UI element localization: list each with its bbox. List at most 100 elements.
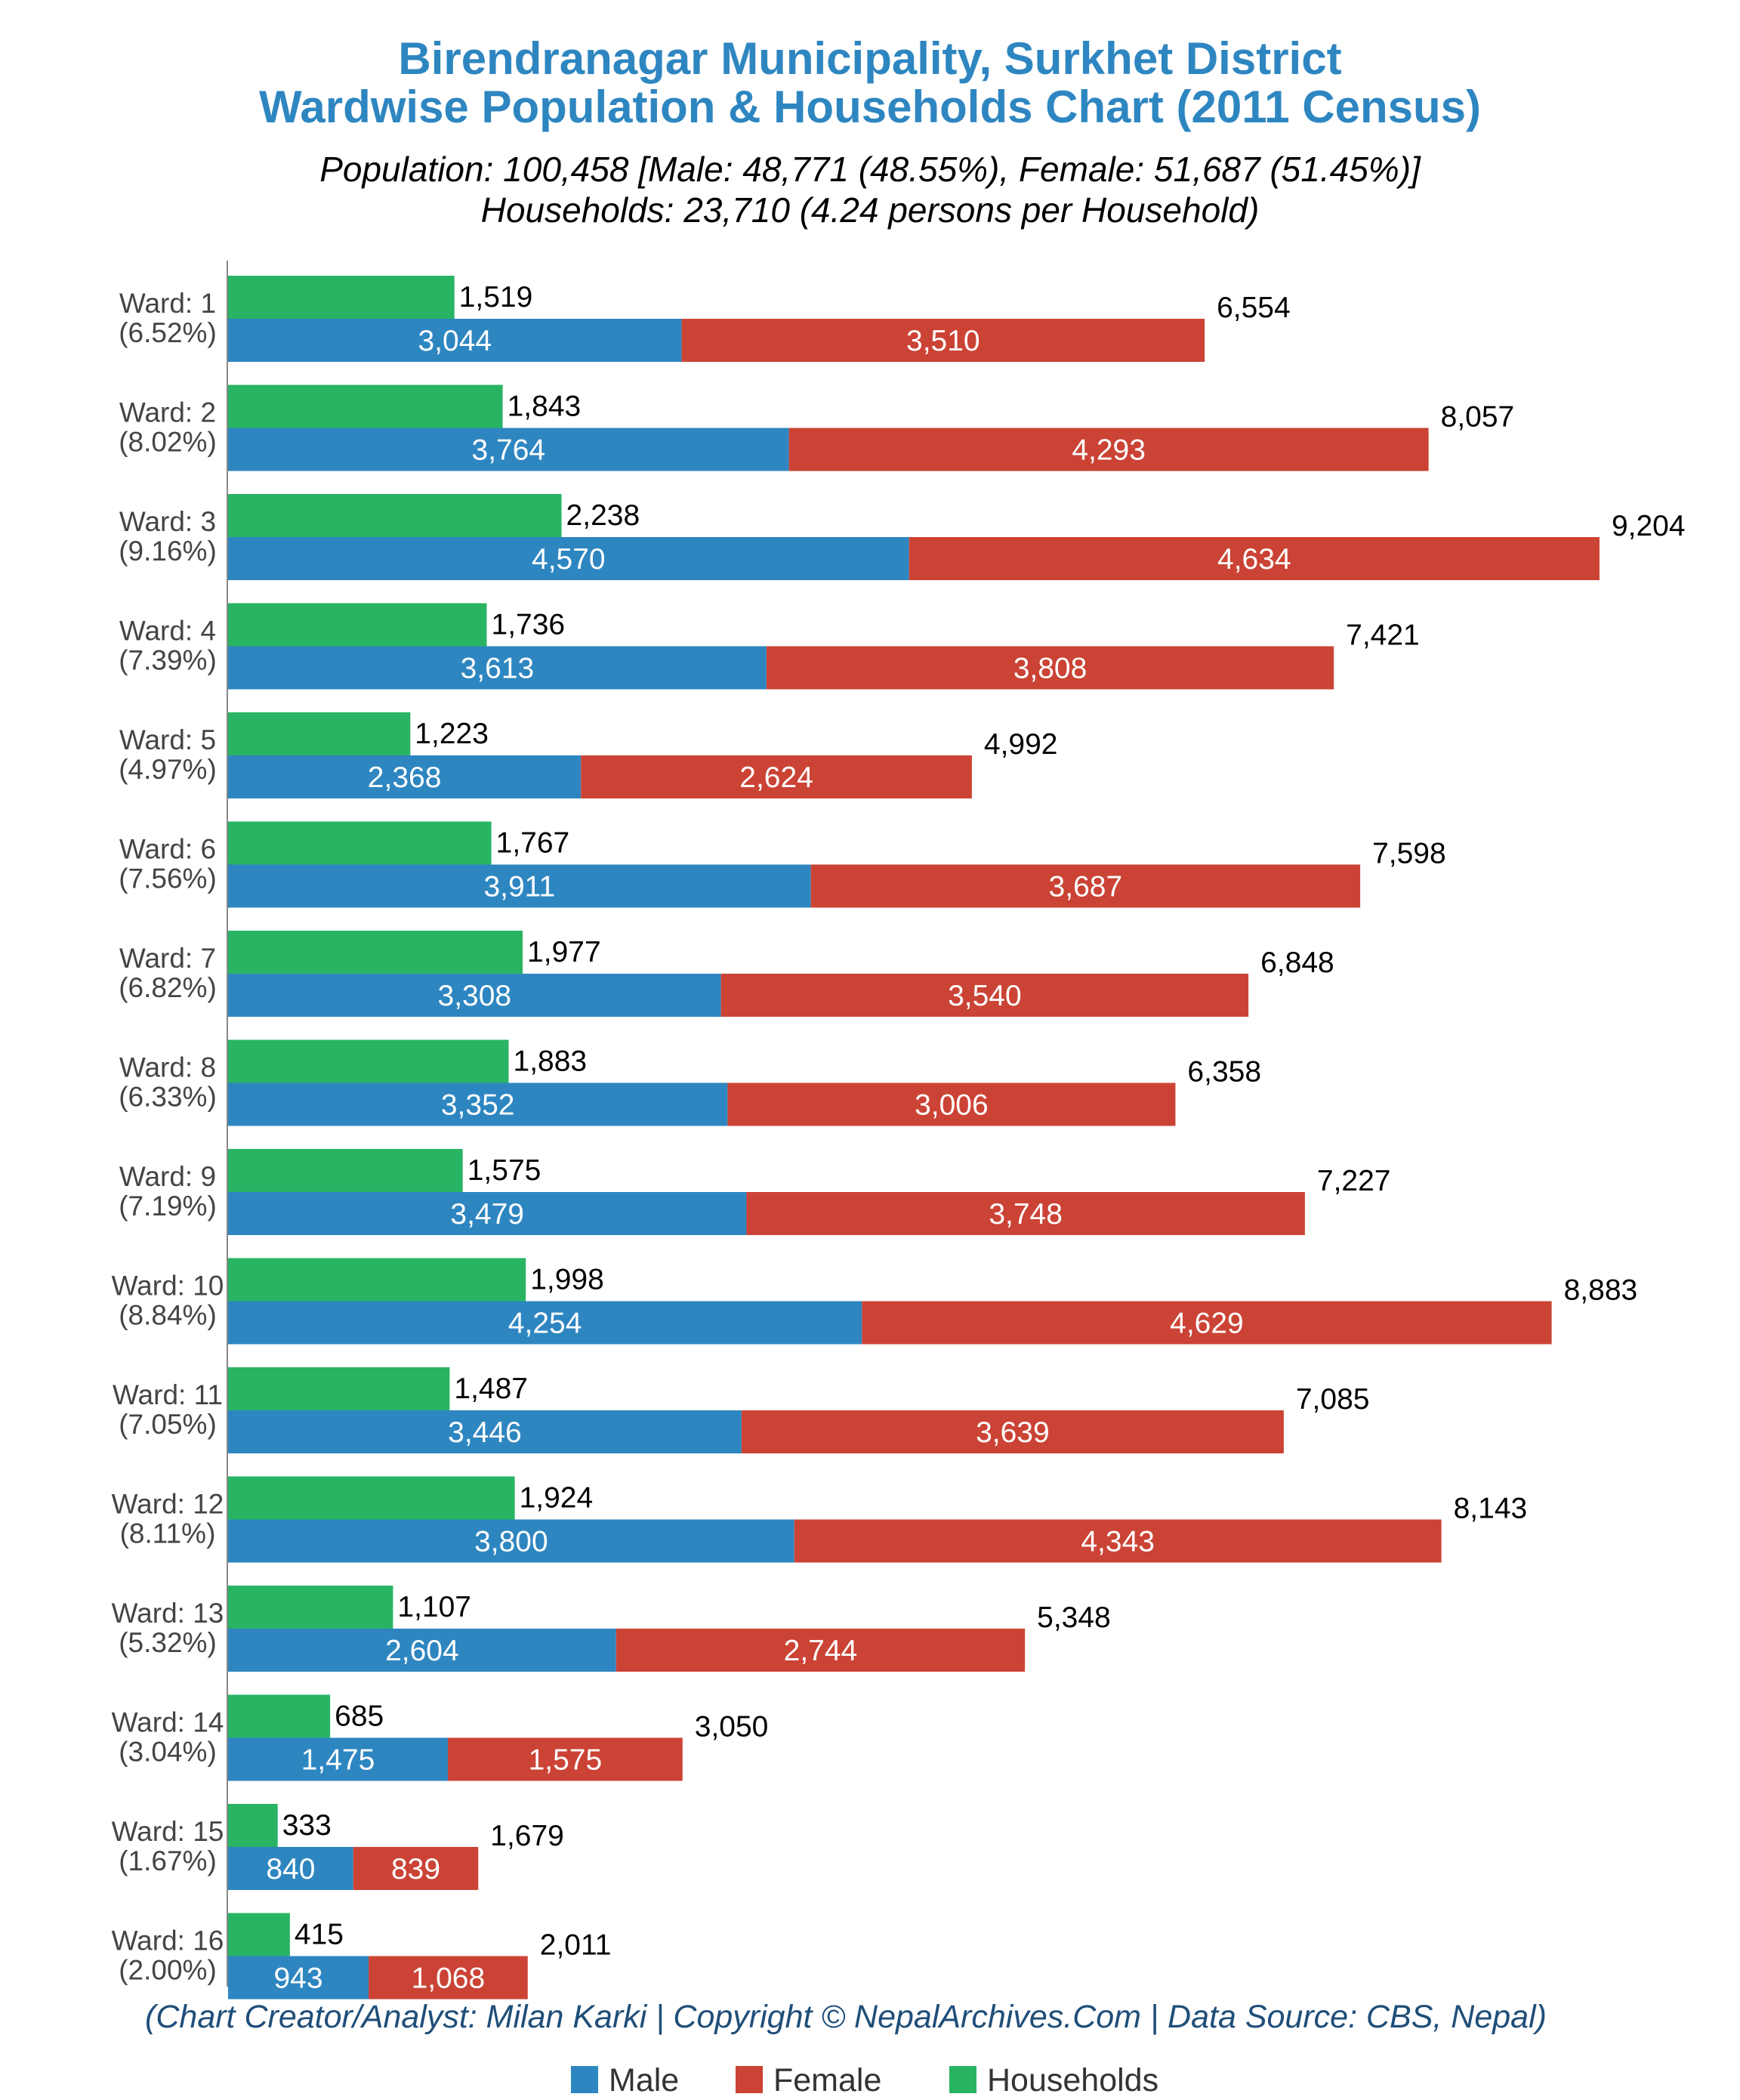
households-bar (228, 1367, 450, 1410)
male-value-label: 3,479 (450, 1198, 524, 1231)
total-value-label: 3,050 (695, 1711, 769, 1743)
ward-share-label: (6.82%) (119, 972, 217, 1003)
ward-share-label: (8.11%) (120, 1518, 216, 1549)
chart-title-line2: Wardwise Population & Households Chart (… (259, 82, 1481, 132)
ward-label: Ward: 10 (112, 1271, 224, 1302)
ward-label: Ward: 2 (119, 397, 216, 428)
male-value-label: 3,044 (418, 325, 492, 357)
total-value-label: 6,358 (1187, 1056, 1261, 1089)
female-value-label: 3,510 (906, 325, 980, 357)
ward-label: Ward: 7 (119, 943, 216, 974)
female-value-label: 3,808 (1013, 653, 1088, 685)
legend-label-female: Female (773, 2062, 881, 2098)
male-bar (228, 646, 767, 690)
households-value-label: 1,924 (520, 1482, 594, 1515)
male-value-label: 3,613 (461, 653, 535, 685)
households-value-label: 1,575 (467, 1154, 541, 1187)
households-value-label: 1,843 (508, 391, 582, 423)
female-bar (788, 428, 1429, 471)
male-bar (228, 537, 909, 580)
total-value-label: 2,011 (540, 1929, 612, 1962)
ward-label: Ward: 3 (119, 506, 216, 537)
male-bar (228, 319, 682, 362)
ward-label: Ward: 14 (112, 1707, 224, 1738)
total-value-label: 8,143 (1454, 1493, 1528, 1525)
households-value-label: 1,519 (459, 281, 533, 313)
female-bar (581, 755, 972, 798)
female-bar (741, 1410, 1284, 1453)
ward-label: Ward: 12 (112, 1489, 224, 1520)
male-value-label: 1,475 (301, 1744, 375, 1777)
total-value-label: 8,057 (1441, 401, 1515, 434)
total-value-label: 6,848 (1260, 947, 1334, 979)
female-value-label: 2,624 (739, 761, 813, 794)
ward-share-label: (7.19%) (119, 1191, 217, 1221)
households-bar (228, 1804, 278, 1847)
households-bar (228, 1149, 463, 1192)
total-value-label: 8,883 (1564, 1274, 1638, 1307)
households-bar (228, 276, 455, 319)
ward-share-label: (7.39%) (119, 645, 217, 676)
female-value-label: 3,748 (989, 1198, 1063, 1231)
plot-area: Ward: 1(6.52%) 1,519 3,044 3,510 6,554 Ward: … (112, 276, 1686, 2000)
female-bar (681, 319, 1205, 362)
female-bar (810, 864, 1361, 908)
ward-share-label: (7.05%) (119, 1409, 217, 1440)
female-bar (766, 646, 1334, 690)
male-bar (228, 974, 721, 1017)
households-bar (228, 1039, 509, 1083)
legend-label-households: Households (987, 2062, 1158, 2098)
households-value-label: 1,487 (454, 1373, 528, 1405)
households-bar (228, 1694, 331, 1738)
male-value-label: 2,368 (368, 761, 442, 794)
female-value-label: 4,629 (1170, 1308, 1244, 1340)
legend-swatch-households (949, 2066, 976, 2093)
households-value-label: 1,107 (397, 1591, 471, 1623)
households-bar (228, 494, 562, 537)
female-bar (615, 1629, 1026, 1672)
ward-label: Ward: 8 (119, 1052, 216, 1083)
ward-share-label: (3.04%) (119, 1737, 217, 1768)
households-bar (228, 1586, 393, 1629)
households-bar (228, 1913, 290, 1956)
total-value-label: 4,992 (984, 728, 1058, 761)
ward-share-label: (1.67%) (119, 1845, 217, 1876)
households-bar (228, 821, 492, 865)
chart-legend: Male Female Households (571, 2062, 1158, 2098)
female-bar (448, 1737, 683, 1781)
ward-label: Ward: 11 (113, 1379, 223, 1410)
male-value-label: 4,570 (532, 543, 606, 576)
households-value-label: 1,977 (527, 936, 601, 968)
ward-label: Ward: 15 (112, 1816, 224, 1847)
male-bar (228, 1737, 449, 1781)
male-bar (228, 1956, 369, 2000)
female-value-label: 3,639 (976, 1416, 1050, 1449)
female-bar (746, 1192, 1305, 1235)
ward-share-label: (5.32%) (119, 1627, 217, 1658)
female-bar (727, 1082, 1176, 1126)
households-value-label: 1,998 (530, 1264, 604, 1296)
ward-label: Ward: 13 (112, 1598, 224, 1629)
households-value-label: 1,883 (514, 1045, 588, 1078)
female-value-label: 1,068 (412, 1963, 486, 1995)
male-value-label: 4,254 (508, 1308, 582, 1340)
male-bar (228, 1629, 616, 1672)
female-bar (353, 1847, 479, 1890)
female-value-label: 3,540 (948, 980, 1022, 1012)
ward-share-label: (7.56%) (119, 863, 217, 894)
male-bar (228, 1519, 794, 1563)
households-bar (228, 1258, 526, 1302)
legend-swatch-female (736, 2066, 763, 2093)
chart-subtitle-line2: Households: 23,710 (4.24 persons per Hou… (481, 190, 1260, 230)
total-value-label: 9,204 (1612, 510, 1686, 542)
ward-share-label: (2.00%) (119, 1955, 217, 1986)
male-bar (228, 1847, 353, 1890)
total-value-label: 1,679 (490, 1820, 564, 1852)
male-value-label: 2,604 (385, 1635, 459, 1667)
female-value-label: 4,343 (1081, 1526, 1155, 1558)
total-value-label: 6,554 (1217, 292, 1291, 324)
ward-label: Ward: 5 (119, 724, 216, 755)
male-bar (228, 864, 811, 908)
male-bar (228, 1301, 862, 1345)
